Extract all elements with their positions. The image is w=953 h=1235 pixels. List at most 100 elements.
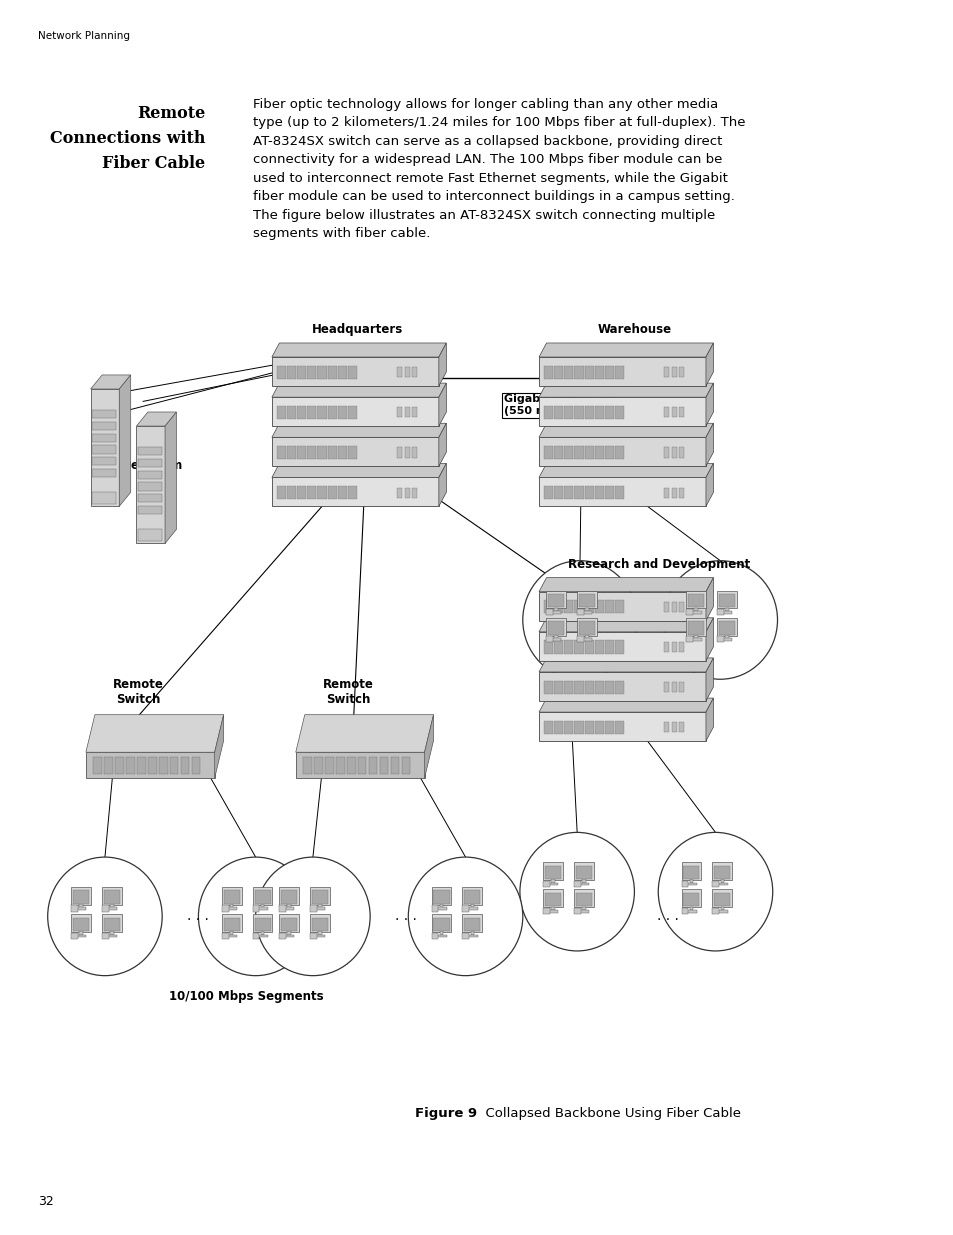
Bar — [314, 935, 325, 937]
Polygon shape — [538, 658, 713, 672]
Text: . . .: . . . — [657, 610, 678, 625]
Polygon shape — [272, 463, 446, 478]
Text: Headquarters: Headquarters — [312, 322, 403, 336]
Text: Warehouse: Warehouse — [597, 322, 671, 336]
Bar — [680, 881, 688, 887]
Bar — [404, 367, 409, 377]
Bar — [574, 600, 583, 614]
Bar — [283, 908, 294, 910]
Polygon shape — [438, 383, 446, 426]
Bar — [436, 908, 446, 910]
Bar — [412, 447, 416, 457]
Polygon shape — [705, 383, 713, 426]
Polygon shape — [214, 715, 223, 778]
Bar — [563, 446, 573, 459]
Bar — [396, 488, 401, 498]
Bar — [72, 918, 89, 931]
Polygon shape — [424, 715, 433, 778]
Bar — [310, 905, 316, 911]
Bar — [712, 881, 719, 887]
Bar — [594, 366, 603, 379]
Bar — [563, 721, 573, 734]
Bar — [439, 904, 443, 908]
Bar — [543, 406, 553, 419]
Polygon shape — [272, 343, 446, 357]
Bar — [104, 757, 112, 774]
Bar — [126, 757, 134, 774]
Bar — [272, 357, 438, 385]
Bar — [317, 904, 321, 908]
Bar — [687, 621, 703, 635]
Bar — [574, 889, 594, 908]
Bar — [689, 906, 693, 910]
Text: . . .: . . . — [657, 909, 678, 924]
Bar — [584, 721, 593, 734]
Bar — [327, 366, 336, 379]
Bar — [574, 366, 583, 379]
Polygon shape — [165, 412, 176, 543]
Ellipse shape — [658, 832, 772, 951]
Bar — [581, 906, 585, 910]
Bar — [115, 757, 124, 774]
Bar — [276, 406, 286, 419]
Bar — [663, 601, 668, 611]
Bar — [327, 406, 336, 419]
Bar — [192, 757, 200, 774]
Bar — [102, 914, 122, 932]
Bar — [92, 422, 116, 430]
Bar — [181, 757, 190, 774]
Bar — [671, 642, 676, 652]
Bar — [221, 887, 241, 905]
Bar — [574, 446, 583, 459]
Bar — [257, 935, 268, 937]
Bar — [317, 366, 326, 379]
Bar — [404, 447, 409, 457]
Bar — [554, 680, 562, 694]
Bar — [574, 908, 580, 914]
Text: Remote
Connections with
Fiber Cable: Remote Connections with Fiber Cable — [50, 105, 205, 172]
Bar — [107, 908, 117, 910]
Bar — [543, 487, 553, 499]
Bar — [574, 487, 583, 499]
Bar — [554, 366, 562, 379]
Bar — [671, 408, 676, 417]
Bar — [86, 752, 214, 778]
Bar — [148, 757, 156, 774]
Bar — [551, 879, 555, 883]
Bar — [576, 893, 592, 906]
Bar — [137, 757, 146, 774]
Bar — [102, 887, 122, 905]
Bar — [551, 906, 555, 910]
Bar — [272, 437, 438, 467]
Text: Research and Development: Research and Development — [567, 557, 749, 571]
Bar — [538, 357, 705, 385]
Bar — [159, 757, 168, 774]
Bar — [462, 905, 469, 911]
Bar — [594, 600, 603, 614]
Bar — [584, 641, 593, 653]
Bar — [254, 918, 271, 931]
Bar — [544, 893, 560, 906]
Bar — [578, 883, 589, 885]
Bar — [680, 908, 688, 914]
Bar — [717, 883, 727, 885]
Bar — [574, 881, 580, 887]
Bar — [138, 530, 162, 541]
Bar — [679, 601, 683, 611]
Polygon shape — [705, 578, 713, 620]
Bar — [317, 931, 321, 935]
Bar — [296, 366, 306, 379]
Bar — [280, 890, 296, 904]
Bar — [550, 638, 560, 641]
Bar — [221, 905, 229, 911]
Bar — [720, 879, 723, 883]
Bar — [717, 609, 723, 615]
Bar — [542, 889, 562, 908]
Text: Network Planning: Network Planning — [38, 31, 130, 41]
Bar — [71, 932, 78, 939]
Bar — [296, 487, 306, 499]
Bar — [79, 931, 83, 935]
Bar — [554, 487, 562, 499]
Bar — [577, 609, 583, 615]
Bar — [138, 483, 162, 490]
